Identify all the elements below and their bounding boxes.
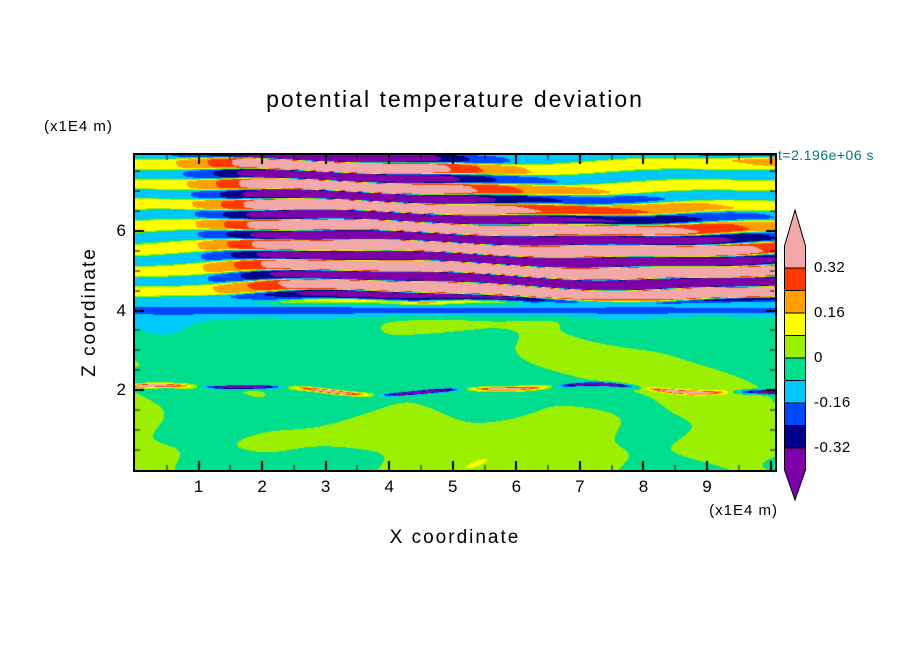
- x-tick-label: 1: [193, 477, 204, 496]
- colorbar-band: [784, 380, 806, 404]
- x-axis-units-label: (x1E4 m): [709, 502, 778, 519]
- colorbar-band: [784, 290, 806, 314]
- colorbar-arrow: [784, 208, 806, 269]
- plot-area: [133, 153, 777, 472]
- colorbar-tick-label: 0: [814, 349, 823, 366]
- x-tick-label: 7: [575, 477, 585, 496]
- colorbar-scale: [784, 208, 806, 502]
- timestamp-label: t=2.196e+06 s: [778, 147, 875, 163]
- x-axis-title: X coordinate: [389, 527, 521, 548]
- x-tick-label: 4: [384, 477, 394, 496]
- colorbar-band: [784, 402, 806, 426]
- x-tick-label: 2: [257, 477, 267, 496]
- colorbar-tick-label: 0.16: [814, 304, 846, 321]
- colorbar-band: [784, 267, 806, 291]
- colorbar-arrow: [784, 447, 806, 502]
- colorbar-tick-label: -0.32: [814, 439, 851, 456]
- plot-title: potential temperature deviation: [266, 86, 644, 112]
- x-tick-label: 9: [702, 477, 712, 496]
- colorbar-tick-label: 0.32: [814, 259, 846, 276]
- x-tick-label: 6: [511, 477, 522, 496]
- x-tick-label: 8: [638, 477, 649, 496]
- y-tick-label: 2: [116, 380, 126, 400]
- colorbar-band: [784, 335, 806, 359]
- contour-field-canvas: [135, 155, 775, 470]
- x-tick-label: 3: [320, 477, 331, 496]
- colorbar-band: [784, 312, 806, 336]
- y-tick-label: 4: [116, 300, 126, 320]
- x-tick-label: 5: [448, 477, 458, 496]
- colorbar-band: [784, 425, 806, 449]
- y-tick-label: 6: [116, 220, 126, 240]
- colorbar-tick-label: -0.16: [814, 394, 851, 411]
- y-axis-units-label: (x1E4 m): [44, 118, 113, 135]
- colorbar-band: [784, 357, 806, 381]
